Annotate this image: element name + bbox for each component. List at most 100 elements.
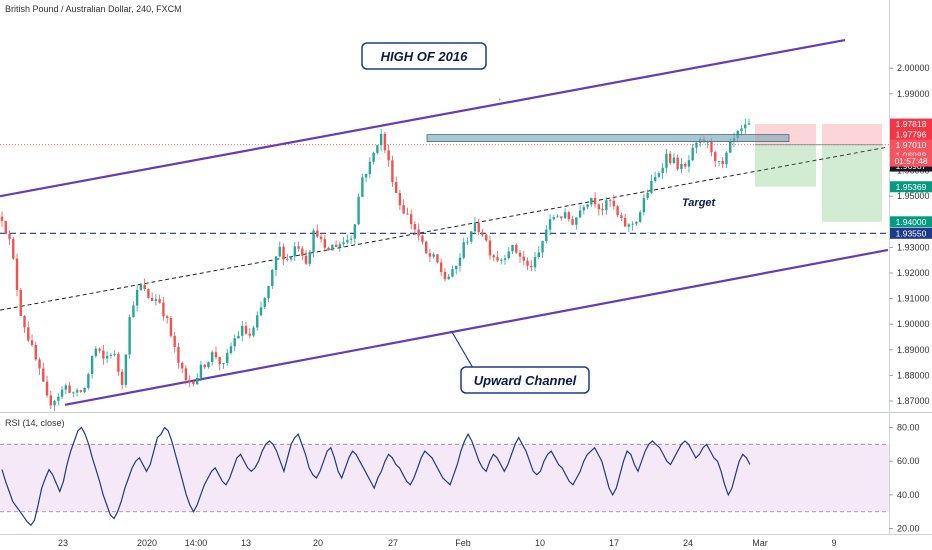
candle-body[interactable] [165, 316, 169, 318]
candle-body[interactable] [184, 368, 188, 381]
candle-body[interactable] [548, 219, 552, 230]
candle-body[interactable] [443, 272, 447, 280]
candle-body[interactable] [481, 232, 484, 235]
candle-body[interactable] [439, 262, 443, 273]
candle-body[interactable] [12, 238, 15, 259]
candle-body[interactable] [327, 247, 330, 251]
candle-body[interactable] [500, 259, 503, 261]
candle-body[interactable] [503, 258, 507, 260]
candle-body[interactable] [556, 216, 559, 218]
candle-body[interactable] [109, 354, 113, 356]
candle-body[interactable] [541, 241, 544, 253]
candle-body[interactable] [124, 354, 128, 385]
candle-body[interactable] [623, 217, 627, 227]
candle-body[interactable] [683, 163, 687, 167]
candle-body[interactable] [237, 335, 240, 339]
candle-body[interactable] [477, 222, 480, 233]
candle-body[interactable] [376, 145, 379, 153]
candle-body[interactable] [507, 251, 510, 259]
candle-body[interactable] [173, 335, 176, 347]
candle-body[interactable] [267, 285, 270, 299]
candle-body[interactable] [75, 390, 79, 393]
candle-body[interactable] [42, 368, 45, 382]
candle-body[interactable] [421, 235, 424, 242]
candle-body[interactable] [488, 240, 492, 256]
candle-body[interactable] [271, 270, 274, 286]
candle-body[interactable] [729, 140, 732, 153]
candle-body[interactable] [518, 252, 522, 257]
candle-body[interactable] [256, 315, 259, 328]
high-of-2016-callout[interactable]: HIGH OF 2016 [361, 42, 501, 101]
candle-body[interactable] [379, 133, 383, 146]
candle-body[interactable] [578, 210, 582, 218]
price-tag[interactable] [890, 216, 932, 228]
candle-body[interactable] [158, 299, 161, 303]
candle-body[interactable] [120, 371, 124, 385]
candle-body[interactable] [590, 197, 593, 205]
candle-body[interactable] [402, 205, 405, 214]
candle-body[interactable] [526, 260, 529, 266]
price-tag[interactable] [890, 139, 932, 151]
candle-body[interactable] [8, 233, 11, 239]
candle-body[interactable] [105, 355, 109, 359]
candle-body[interactable] [4, 220, 7, 234]
candle-body[interactable] [695, 142, 698, 148]
candle-body[interactable] [368, 161, 372, 175]
candle-body[interactable] [274, 256, 278, 271]
candle-body[interactable] [424, 241, 428, 254]
candle-body[interactable] [226, 353, 229, 363]
candle-body[interactable] [252, 327, 255, 336]
candle-body[interactable] [241, 326, 244, 336]
candle-body[interactable] [248, 333, 251, 336]
candle-body[interactable] [646, 192, 649, 199]
candle-body[interactable] [458, 257, 462, 266]
candle-body[interactable] [725, 152, 728, 165]
candle-body[interactable] [571, 219, 574, 225]
candle-body[interactable] [139, 284, 143, 291]
candle-body[interactable] [653, 176, 657, 182]
candle-body[interactable] [263, 298, 266, 308]
candle-body[interactable] [19, 289, 22, 317]
candle-body[interactable] [530, 265, 533, 268]
candle-body[interactable] [601, 209, 604, 211]
candle-body[interactable] [616, 206, 619, 216]
candle-body[interactable] [38, 359, 41, 369]
candle-body[interactable] [34, 344, 37, 360]
candle-body[interactable] [597, 204, 601, 210]
candle-body[interactable] [98, 348, 101, 351]
candle-body[interactable] [391, 160, 394, 183]
candle-body[interactable] [15, 258, 19, 290]
candle-body[interactable] [586, 204, 589, 208]
candle-body[interactable] [316, 230, 319, 237]
candle-body[interactable] [515, 244, 518, 253]
candle-body[interactable] [612, 200, 616, 207]
candle-body[interactable] [537, 252, 540, 258]
candle-body[interactable] [575, 217, 578, 225]
candle-body[interactable] [154, 299, 158, 301]
candle-body[interactable] [211, 352, 214, 363]
candle-body[interactable] [672, 157, 676, 163]
candle-body[interactable] [710, 141, 713, 153]
candle-body[interactable] [282, 246, 285, 260]
price-axis[interactable] [889, 0, 932, 550]
candle-body[interactable] [278, 246, 281, 257]
candle-body[interactable] [233, 338, 236, 347]
candle-body[interactable] [57, 396, 60, 401]
candle-body[interactable] [406, 213, 409, 215]
candle-body[interactable] [409, 214, 413, 225]
candle-body[interactable] [177, 346, 180, 363]
short-position-target-zone[interactable] [755, 144, 816, 187]
high-of-2016-zone[interactable] [426, 134, 790, 143]
candle-body[interactable] [620, 215, 623, 218]
candle-body[interactable] [308, 251, 312, 264]
candle-body[interactable] [113, 353, 116, 355]
candle-body[interactable] [301, 248, 304, 256]
candle-body[interactable] [79, 390, 83, 393]
candle-body[interactable] [304, 255, 308, 264]
candle-body[interactable] [135, 290, 139, 306]
candle-body[interactable] [451, 269, 454, 277]
candle-body[interactable] [319, 236, 323, 240]
candle-body[interactable] [49, 395, 52, 406]
candle-body[interactable] [244, 326, 248, 334]
